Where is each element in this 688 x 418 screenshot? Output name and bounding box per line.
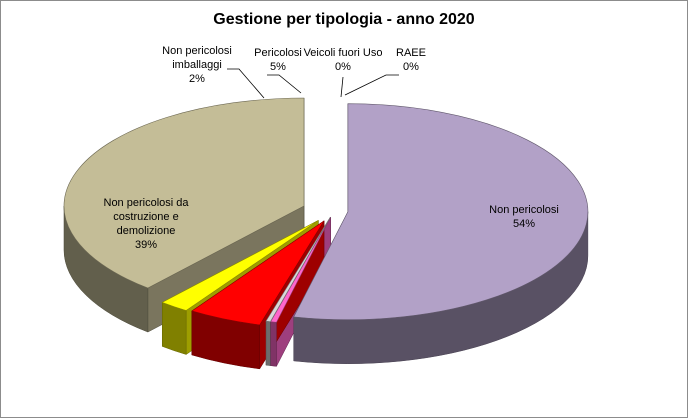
slice-label-non-pericolosi-da-costruzione-e-demolizione: Non pericolosi da costruzione e demolizion…	[104, 197, 190, 251]
slice-side-non-pericolosi-imballaggi	[161, 302, 187, 355]
chart-title: Gestione per tipologia - anno 2020	[213, 11, 475, 28]
slice-label-raee: RAEE 0%	[396, 47, 426, 73]
slice-non-pericolosi-da-costruzione-e-demolizione	[63, 97, 305, 289]
slice-side-raee	[270, 321, 277, 367]
slice-label-non-pericolosi: Non pericolosi 54%	[489, 204, 559, 230]
slice-label-pericolosi: Pericolosi 5%	[254, 47, 302, 73]
leader-line-pericolosi	[267, 74, 302, 94]
leader-line-non-pericolosi-imballaggi	[227, 68, 265, 99]
slice-label-non-pericolosi-imballaggi: Non pericolosi imballaggi 2%	[162, 45, 232, 85]
slice-veicoli-fuori-uso	[265, 216, 331, 322]
slice-side-veicoli-fuori-uso	[265, 320, 271, 366]
slice-label-veicoli-fuori-uso: Veicoli fuori Uso 0%	[304, 47, 383, 73]
slice-pericolosi	[191, 220, 325, 326]
leader-line-raee	[344, 74, 399, 96]
slice-non-pericolosi	[293, 103, 589, 321]
slice-non-pericolosi-imballaggi	[161, 220, 319, 311]
leader-line-veicoli-fuori-uso	[340, 76, 344, 98]
